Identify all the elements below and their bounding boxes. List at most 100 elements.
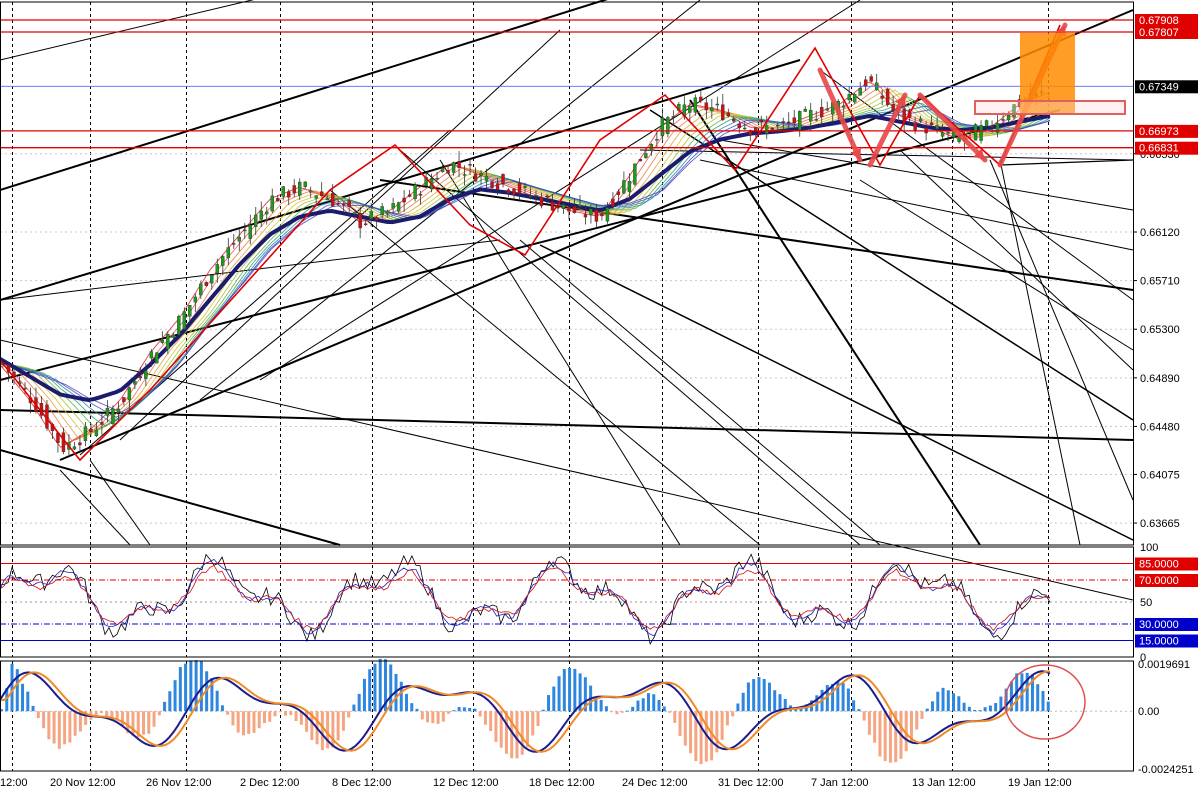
macd-histogram-bar <box>420 711 424 720</box>
macd-histogram-bar <box>641 698 645 712</box>
date-tick-label: 31 Dec 12:00 <box>718 777 783 789</box>
candle-body <box>984 120 989 127</box>
price-level-tag <box>1135 141 1198 155</box>
macd-histogram-bar <box>231 711 235 726</box>
candle-body <box>644 153 648 158</box>
macd-histogram-bar <box>441 711 445 722</box>
macd-histogram-bar <box>720 711 724 740</box>
macd-histogram-bar <box>31 705 35 712</box>
candle-body <box>358 212 362 229</box>
candle-body <box>232 243 236 245</box>
candle-body <box>583 214 588 218</box>
candle-body <box>798 111 802 131</box>
trend-line <box>899 149 1134 371</box>
macd-histogram-bar <box>483 711 487 725</box>
candle-body <box>199 283 203 296</box>
candle-body <box>885 88 890 106</box>
candle-body <box>89 428 93 433</box>
macd-axis-label: -0.0024251 <box>1138 764 1194 776</box>
trend-line <box>0 339 1134 601</box>
trend-line <box>719 139 1134 211</box>
macd-histogram-bar <box>936 691 940 712</box>
macd-histogram-bar <box>289 711 293 716</box>
trend-line <box>399 149 861 546</box>
candle-body <box>787 121 791 124</box>
candle-body <box>309 190 313 193</box>
macd-histogram-bar <box>373 663 377 712</box>
candle-body <box>237 237 241 242</box>
macd-histogram-bar <box>47 711 51 740</box>
trend-line <box>0 0 255 61</box>
macd-histogram-bar <box>715 711 719 753</box>
macd-histogram-bar <box>136 711 140 738</box>
trend-line <box>59 469 131 546</box>
macd-histogram-bar <box>1004 688 1008 712</box>
candle-body <box>325 198 329 201</box>
price-level-label: 0.66973 <box>1139 126 1179 138</box>
macd-histogram-bar <box>105 711 109 717</box>
macd-histogram-bar <box>925 708 929 712</box>
macd-histogram-bar <box>573 668 577 712</box>
macd-histogram-bar <box>846 688 850 712</box>
trend-line <box>519 239 881 546</box>
macd-histogram-bar <box>494 711 498 742</box>
macd-histogram-bar <box>536 711 540 726</box>
trend-line <box>989 159 1134 501</box>
rsi-line <box>0 558 1051 637</box>
candle-body <box>589 208 593 216</box>
candle-body <box>803 108 807 112</box>
macd-histogram-bar <box>710 711 714 761</box>
macd-histogram-bar <box>399 681 403 712</box>
price-tick-label: 0.65710 <box>1140 276 1180 288</box>
candle-body <box>341 203 346 206</box>
date-tick-label: 19 Jan 12:00 <box>1008 777 1072 789</box>
macd-histogram-bar <box>825 685 829 712</box>
macd-histogram-bar <box>110 711 114 718</box>
price-level-tag <box>1135 124 1198 138</box>
candle-body <box>594 209 599 222</box>
macd-histogram-bar <box>452 710 456 712</box>
candle-body <box>946 132 950 134</box>
trend-line <box>119 29 561 441</box>
candle-body <box>776 124 780 127</box>
candle-body <box>369 211 373 220</box>
candle-body <box>204 282 209 286</box>
macd-histogram-bar <box>131 711 135 736</box>
candle-body <box>633 163 637 185</box>
price-level-tag <box>1135 80 1198 94</box>
macd-histogram-bar <box>620 711 624 713</box>
macd-histogram-bar <box>967 706 971 712</box>
macd-histogram-bar <box>415 708 419 712</box>
candle-body <box>655 139 659 141</box>
macd-histogram-bar <box>520 711 524 755</box>
candle-body <box>149 351 154 359</box>
macd-histogram-bar <box>268 711 272 722</box>
trend-line <box>439 159 681 546</box>
candle-body <box>660 117 665 137</box>
macd-histogram-bar <box>284 711 288 716</box>
date-tick-label: 2 Dec 12:00 <box>240 777 299 789</box>
date-tick-label: 12 Dec 12:00 <box>433 777 498 789</box>
macd-histogram-bar <box>152 711 156 727</box>
macd-histogram-bar <box>594 696 598 712</box>
candle-body <box>792 117 796 124</box>
candle-body <box>210 274 214 284</box>
candle-body <box>710 107 714 111</box>
macd-histogram-bar <box>63 711 67 745</box>
candle-body <box>721 104 725 121</box>
macd-histogram-bar <box>694 711 698 762</box>
macd-histogram-bar <box>547 695 551 712</box>
candle-body <box>770 127 774 133</box>
macd-histogram-bar <box>752 679 756 712</box>
candle-body <box>221 256 225 266</box>
macd-histogram-bar <box>263 711 266 724</box>
forecast-arrowhead <box>850 148 861 160</box>
macd-histogram-bar <box>389 664 393 712</box>
forecast-arrowhead <box>973 148 985 160</box>
macd-histogram-bar <box>841 682 845 712</box>
macd-histogram-bar <box>957 696 961 712</box>
forecast-arrowhead <box>895 95 906 107</box>
macd-histogram-bar <box>857 709 861 712</box>
macd-histogram-bar <box>689 711 693 754</box>
candle-body <box>825 108 829 111</box>
